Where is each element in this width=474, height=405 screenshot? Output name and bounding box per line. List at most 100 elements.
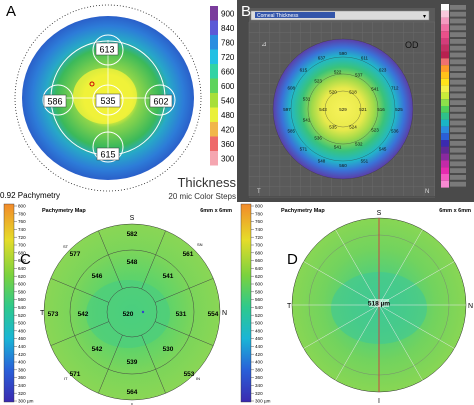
- panel-letter-d: D: [287, 251, 298, 268]
- scale-swatch: [210, 64, 218, 79]
- scale-label-box: [450, 11, 466, 17]
- meridian-line: [378, 304, 455, 349]
- scale-label: 300: [221, 154, 235, 163]
- scale-tick-label: 600: [18, 282, 26, 287]
- meridian-line: [335, 304, 380, 381]
- outer-topright: 561: [183, 251, 194, 258]
- inner-topright: 541: [163, 273, 174, 280]
- scale-swatch: [441, 31, 449, 38]
- meridian-line: [378, 261, 455, 306]
- header-c: Pachymetry Map: [42, 208, 86, 214]
- scale-swatch: [210, 35, 218, 50]
- value-superior: 613: [99, 45, 114, 55]
- scale-tick-label: 560: [18, 297, 26, 302]
- scale-label-box: [450, 66, 466, 71]
- scale-label-box: [450, 39, 466, 44]
- outer-left: 573: [48, 311, 59, 318]
- pachymetry-footer: 0.92 Pachymetry: [0, 191, 60, 200]
- scale-tick-label: 780: [255, 211, 263, 216]
- scale-tick-label: 660: [255, 258, 263, 263]
- scale-swatch: [441, 160, 449, 168]
- scale-tick-label: 540: [18, 305, 26, 310]
- scale-swatch: [441, 10, 449, 18]
- map-type-dropdown[interactable]: [250, 10, 430, 21]
- scale-tick-label: 560: [255, 297, 263, 302]
- meridian-line: [335, 229, 380, 306]
- scale-swatch: [441, 51, 449, 59]
- thickness-point: 545: [379, 147, 387, 152]
- thickness-point: 623: [379, 67, 387, 72]
- scale-tick-label: 800: [18, 204, 26, 209]
- scale-tick-label: 680: [18, 250, 26, 255]
- dir-t-d: T: [287, 303, 292, 310]
- scale-tick-label: 640: [255, 266, 263, 271]
- center-value-d: 518 µm: [368, 301, 390, 308]
- scale-swatch: [441, 44, 449, 52]
- sector-spoke: [155, 321, 214, 346]
- scale-tick-label: 640: [18, 266, 26, 271]
- dir-i-d: I: [378, 398, 380, 405]
- range-c: 6mm x 6mm: [200, 208, 232, 214]
- scale-label: 600: [221, 82, 235, 91]
- outer-bottom: 564: [127, 389, 138, 396]
- panel-letter-c: C: [20, 251, 31, 268]
- scale-swatch: [441, 65, 449, 72]
- panel-c: 800 780 760 740 720 700 680 660 640 620 600 580 560 5…: [0, 202, 237, 405]
- scale-tick-label: 420: [18, 352, 26, 357]
- scale-tick-label: 740: [18, 227, 26, 232]
- thickness-point: 541: [371, 86, 379, 91]
- thickness-point: 516: [377, 107, 385, 112]
- color-scale-a: 900 840 780 720 660 600 540 480 420 360 300: [210, 6, 235, 166]
- sector-spoke: [155, 278, 214, 303]
- header-d: Pachymetry Map: [281, 208, 325, 214]
- scale-label-box: [450, 168, 466, 173]
- scale-swatch: [441, 153, 449, 161]
- scale-swatch: [441, 85, 449, 93]
- meridian-line: [303, 304, 380, 349]
- thickness-point: 541: [303, 118, 311, 123]
- scale-tick-label: 700: [18, 243, 26, 248]
- scale-label: 660: [221, 67, 235, 76]
- dir-s-d: S: [377, 210, 382, 217]
- scale-tick-label: 440: [18, 344, 26, 349]
- color-scale-b: [441, 4, 466, 188]
- thickness-point: 524: [349, 124, 357, 129]
- apex-marker: [89, 81, 95, 87]
- thickness-point: 531: [303, 96, 311, 101]
- eye-label: OD: [405, 40, 419, 50]
- scale-tick-label: 440: [255, 344, 263, 349]
- scale-tick-label: 580: [18, 289, 26, 294]
- thickness-point: 611: [361, 55, 369, 60]
- scale-swatch: [441, 133, 449, 140]
- outer-top: 582: [127, 231, 138, 238]
- scale-tick-label: 340: [18, 383, 26, 388]
- scale-label-box: [450, 127, 466, 133]
- scale-label-box: [450, 5, 466, 10]
- dir-sn: SN: [197, 242, 203, 247]
- scale-swatch: [441, 126, 449, 134]
- scale-label-box: [450, 73, 466, 78]
- dir-n-d: N: [468, 303, 473, 310]
- color-scale-d: [240, 203, 252, 403]
- scale-tick-label: 720: [255, 235, 263, 240]
- scale-label-box: [450, 134, 466, 139]
- ruler-icon[interactable]: ⊿: [261, 41, 267, 48]
- scale-swatch: [210, 6, 218, 21]
- scale-tick-label: 480: [255, 328, 263, 333]
- inner-bottomright: 530: [163, 346, 174, 353]
- scale-swatch: [441, 174, 449, 181]
- scale-label: 780: [221, 38, 235, 47]
- scale-label-box: [450, 161, 466, 167]
- scale-label-box: [450, 93, 466, 99]
- scale-label-box: [450, 120, 466, 126]
- scale-swatch: [210, 151, 218, 166]
- scale-tick-label: 400: [18, 360, 26, 365]
- scale-label: 900: [221, 9, 235, 18]
- scale-swatch: [441, 78, 449, 86]
- scale-swatch: [441, 119, 449, 127]
- outer-bottomleft: 571: [70, 371, 81, 378]
- thickness-point: 532: [355, 142, 363, 147]
- marker-t: T: [257, 189, 261, 195]
- scale-label-box: [450, 25, 466, 31]
- value-nasal: 602: [153, 97, 168, 107]
